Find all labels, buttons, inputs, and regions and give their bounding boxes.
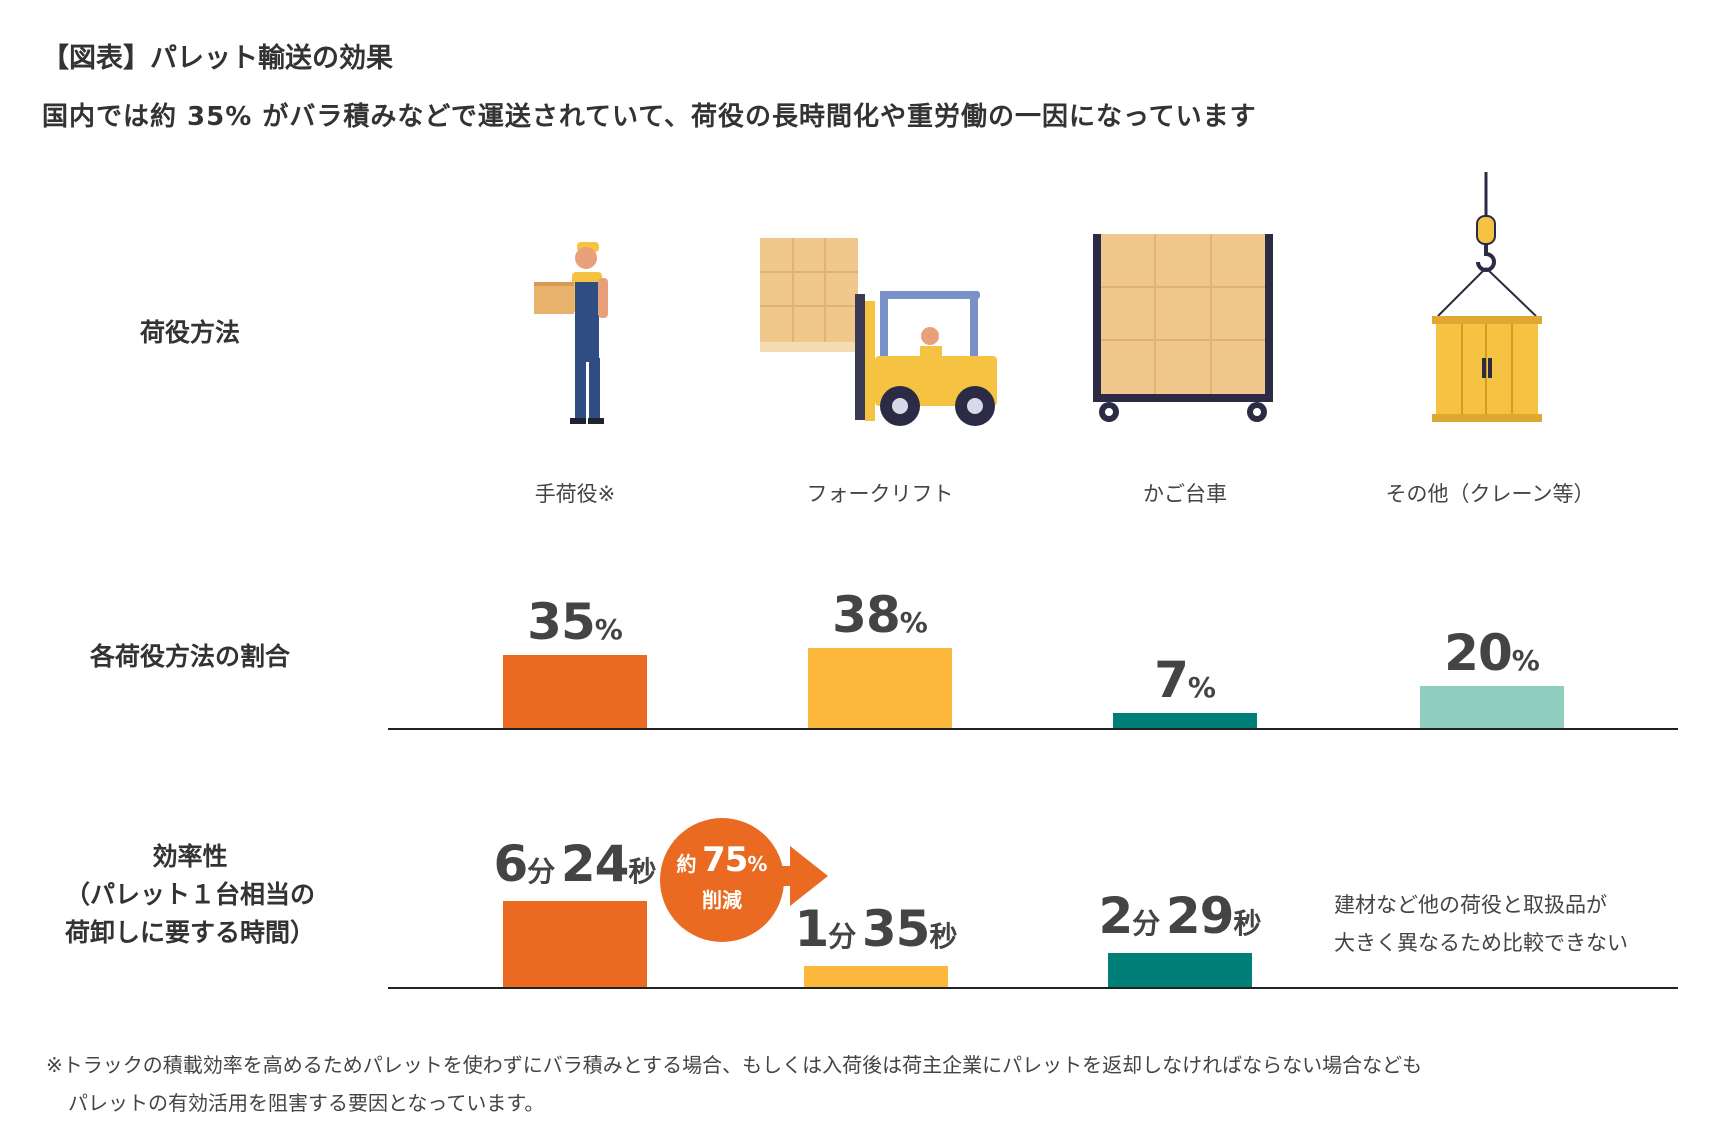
efficiency-bar bbox=[503, 900, 647, 987]
row-label-share: 各荷役方法の割合 bbox=[89, 642, 290, 671]
share-data-label: 35% bbox=[527, 592, 623, 651]
reduction-badge: 約 75% 削減 bbox=[660, 818, 828, 968]
row-label-efficiency: 効率性 （パレット１台相当の 荷卸しに要する時間） bbox=[40, 838, 340, 952]
share-bar bbox=[1113, 713, 1257, 728]
share-bar bbox=[808, 648, 952, 728]
figure-title: 【図表】パレット輸送の効果 bbox=[42, 43, 393, 74]
reduction-unit: % bbox=[747, 852, 768, 876]
worker-carrying-box-icon bbox=[534, 242, 608, 424]
footnote: ※トラックの積載効率を高めるためパレットを使わずにバラ積みとする場合、もしくは入… bbox=[46, 1046, 1422, 1122]
efficiency-data-label: 1分 35秒 bbox=[794, 899, 958, 958]
efficiency-bar bbox=[804, 965, 948, 987]
method-label-cage-cart: かご台車 bbox=[1143, 482, 1227, 506]
efficiency-data-label: 6分 24秒 bbox=[493, 834, 657, 893]
reduction-arrow-icon bbox=[660, 818, 828, 942]
method-label-other: その他（クレーン等） bbox=[1385, 482, 1595, 506]
share-data-label: 38% bbox=[832, 586, 928, 645]
figure-subtitle: 国内では約 35% がバラ積みなどで運送されていて、荷役の長時間化や重労働の一因… bbox=[42, 102, 1257, 132]
row-label-efficiency-line3: 荷卸しに要する時間） bbox=[64, 918, 315, 947]
efficiency-bar bbox=[1108, 953, 1252, 987]
reduction-prefix: 約 bbox=[676, 852, 697, 876]
share-data-label: 7% bbox=[1154, 651, 1216, 710]
method-label-forklift: フォークリフト bbox=[806, 482, 954, 506]
efficiency-chart-baseline bbox=[388, 987, 1678, 989]
other-comparison-note: 建材など他の荷役と取扱品が 大きく異なるため比較できない bbox=[1334, 886, 1628, 962]
crane-container-icon bbox=[1432, 172, 1542, 422]
reduction-label: 削減 bbox=[702, 888, 742, 912]
row-label-efficiency-line1: 効率性 bbox=[152, 842, 228, 871]
share-data-label: 20% bbox=[1444, 624, 1540, 682]
reduction-badge-value: 約 75% bbox=[660, 840, 784, 880]
other-note-line2: 大きく異なるため比較できない bbox=[1334, 931, 1628, 955]
share-chart-baseline bbox=[388, 728, 1678, 730]
reduction-number: 75 bbox=[702, 840, 748, 880]
forklift-icon bbox=[760, 238, 997, 426]
footnote-line1: ※トラックの積載効率を高めるためパレットを使わずにバラ積みとする場合、もしくは入… bbox=[46, 1053, 1423, 1077]
row-label-methods: 荷役方法 bbox=[139, 318, 240, 347]
row-label-efficiency-line2: （パレット１台相当の bbox=[64, 880, 315, 909]
method-label-hand: 手荷役※ bbox=[534, 482, 616, 506]
share-bar bbox=[503, 654, 647, 728]
cage-cart-icon bbox=[1093, 234, 1273, 422]
other-note-line1: 建材など他の荷役と取扱品が bbox=[1334, 893, 1607, 917]
share-bar bbox=[1420, 686, 1564, 728]
efficiency-data-label: 2分 29秒 bbox=[1098, 887, 1262, 946]
footnote-line2: パレットの有効活用を阻害する要因となっています。 bbox=[68, 1091, 545, 1115]
